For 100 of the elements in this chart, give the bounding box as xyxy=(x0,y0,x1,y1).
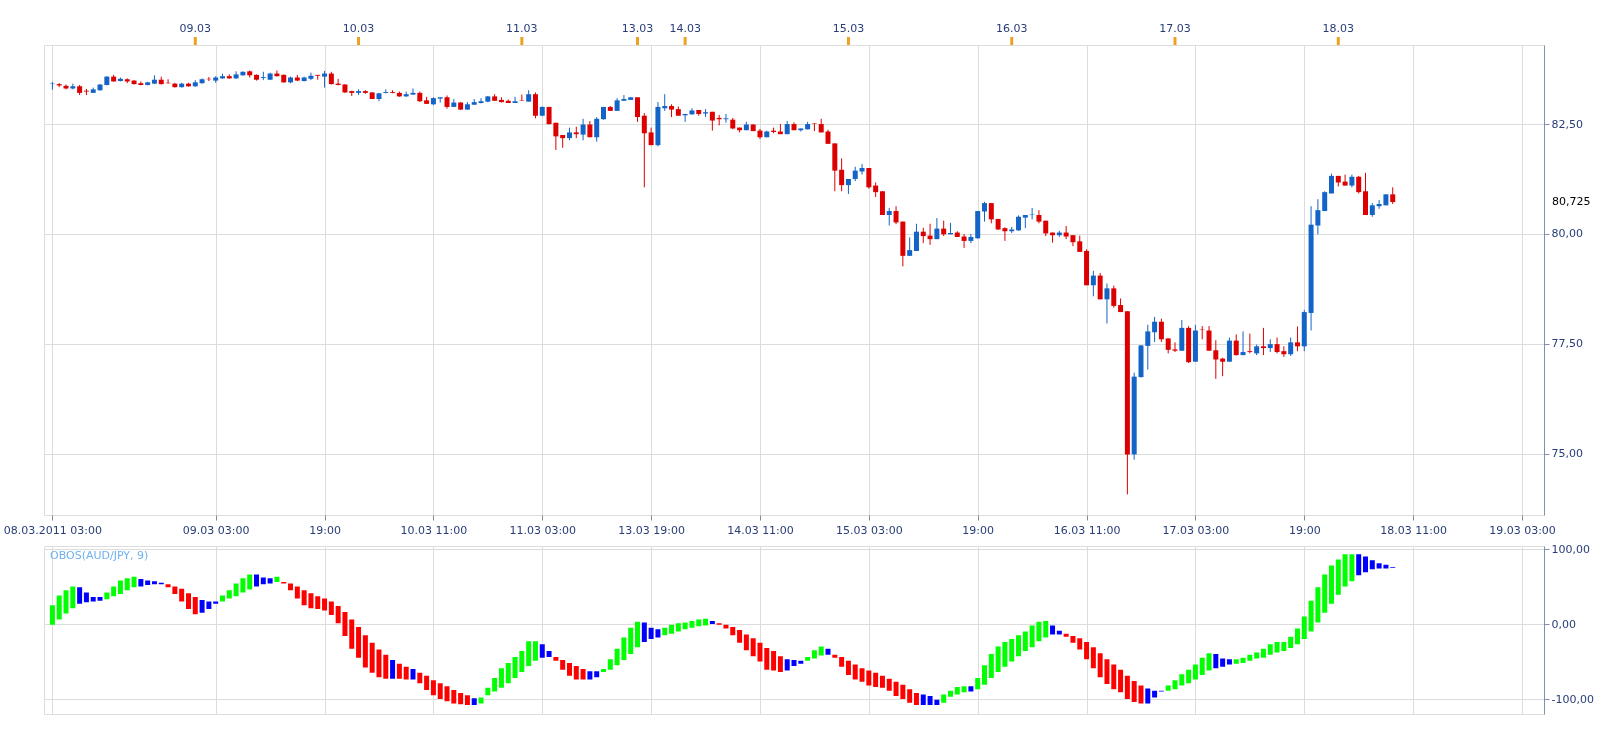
bar xyxy=(669,624,675,634)
candlestick xyxy=(594,116,600,143)
bar xyxy=(601,669,606,672)
x-tick-label: 14.03 11:00 xyxy=(727,523,794,537)
x-tick-label: 19:00 xyxy=(1288,523,1321,537)
bar xyxy=(471,698,477,705)
bar xyxy=(165,584,171,588)
bar xyxy=(1145,688,1151,704)
bar xyxy=(730,627,736,636)
bar xyxy=(315,596,321,609)
bar xyxy=(879,675,885,688)
bar xyxy=(97,597,103,601)
candlestick xyxy=(1158,318,1164,343)
bar xyxy=(185,593,191,609)
candlestick xyxy=(859,163,865,176)
bar xyxy=(1118,669,1124,693)
candlestick xyxy=(1294,326,1300,352)
bar xyxy=(1322,574,1328,613)
x-tick-label: 19.03 03:00 xyxy=(1489,523,1556,537)
bar xyxy=(1186,669,1192,684)
bar xyxy=(1165,685,1171,691)
bar xyxy=(1077,638,1083,650)
bar xyxy=(628,627,634,654)
bar xyxy=(90,597,96,602)
bar xyxy=(941,694,947,703)
bar xyxy=(1294,628,1300,645)
bar xyxy=(907,689,913,703)
bar xyxy=(873,672,879,687)
bar xyxy=(117,580,123,594)
candlestick xyxy=(1097,272,1103,300)
text: 11.03 xyxy=(506,22,538,35)
candlestick xyxy=(1111,285,1117,309)
bar xyxy=(723,624,729,629)
bar xyxy=(328,601,334,615)
bar xyxy=(771,651,777,671)
candlestick xyxy=(968,233,974,244)
bar xyxy=(505,663,511,684)
candlestick xyxy=(1172,341,1178,353)
text: 17.03 xyxy=(1159,22,1191,35)
bar xyxy=(396,663,402,679)
bar xyxy=(124,578,130,591)
bar xyxy=(383,654,389,679)
bar xyxy=(492,678,498,692)
bar xyxy=(573,666,579,680)
bar xyxy=(498,668,504,688)
bar xyxy=(437,683,443,699)
candlestick xyxy=(635,96,641,123)
bar xyxy=(635,621,641,648)
candlestick xyxy=(1104,283,1110,324)
bar xyxy=(805,657,811,661)
bar xyxy=(403,666,409,680)
candlestick xyxy=(1233,333,1239,357)
bar xyxy=(172,586,178,594)
x-tick-label: 15.03 03:00 xyxy=(836,523,903,537)
bar xyxy=(1213,654,1219,669)
bar xyxy=(587,671,593,680)
bar xyxy=(988,654,994,678)
bar xyxy=(349,619,355,649)
y-tick-label: 80,00 xyxy=(1551,227,1583,241)
bar xyxy=(77,587,83,604)
bar xyxy=(1043,621,1049,638)
bar xyxy=(532,641,538,661)
bar xyxy=(410,669,416,680)
bar xyxy=(852,664,858,680)
candlestick xyxy=(1220,357,1226,377)
bar xyxy=(213,601,219,604)
bar xyxy=(485,687,491,696)
x-tick-label: 09.03 03:00 xyxy=(182,523,250,537)
candlestick xyxy=(512,96,518,104)
chart-title: OBOS(AUD/JPY, 9) xyxy=(50,549,149,562)
x-tick-label: 16.03 11:00 xyxy=(1053,523,1121,537)
bar xyxy=(947,690,953,697)
bar xyxy=(1111,664,1117,690)
bar xyxy=(825,648,831,655)
bar xyxy=(1022,631,1028,651)
y-tick-label: 82,50 xyxy=(1551,117,1583,131)
text: 14.03 xyxy=(669,22,701,35)
bar xyxy=(961,686,967,693)
bar xyxy=(539,644,545,658)
bar xyxy=(294,586,300,599)
bar xyxy=(709,621,715,624)
bar xyxy=(920,694,926,705)
bar xyxy=(546,651,552,657)
bar xyxy=(777,656,783,672)
bar xyxy=(737,630,743,643)
bar xyxy=(1206,653,1212,671)
bar xyxy=(553,657,559,661)
text: 13.03 xyxy=(621,22,654,35)
candlestick xyxy=(1152,316,1158,343)
bar xyxy=(390,660,396,679)
bar xyxy=(1328,565,1334,604)
bar xyxy=(417,672,423,684)
text: 80,725 xyxy=(1552,195,1591,209)
bar xyxy=(458,693,464,705)
bar xyxy=(1016,635,1022,657)
bar xyxy=(131,576,137,588)
bar xyxy=(1009,639,1015,662)
bar xyxy=(111,586,117,597)
bar xyxy=(1050,625,1056,635)
candlestick xyxy=(1090,270,1096,297)
